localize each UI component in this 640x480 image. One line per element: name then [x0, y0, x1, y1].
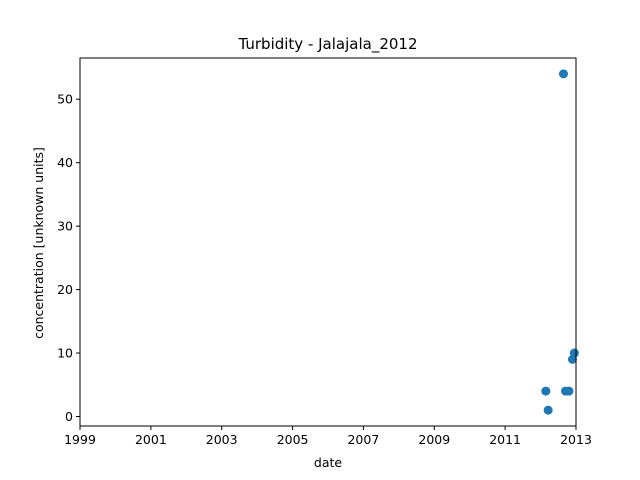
data-point — [569, 348, 579, 358]
y-tick-label: 20 — [57, 282, 73, 297]
x-tick-label: 2013 — [560, 432, 592, 447]
y-tick-label: 50 — [57, 92, 73, 107]
x-axis-title: date — [314, 455, 342, 470]
x-tick-label: 2003 — [206, 432, 238, 447]
y-tick-label: 40 — [57, 155, 73, 170]
data-point — [558, 69, 568, 79]
axes: 1999 2001 2003 2005 2007 2009 2011 2013 0 10 20 30 4… — [57, 57, 592, 447]
data-point — [541, 386, 551, 396]
x-tick-label: 1999 — [64, 432, 96, 447]
y-tick-label: 30 — [57, 219, 73, 234]
x-tick-label: 2005 — [277, 432, 309, 447]
y-tick-label: 10 — [57, 346, 73, 361]
chart-title: Turbidity - Jalajala_2012 — [237, 35, 417, 54]
x-tick-label: 2007 — [347, 432, 379, 447]
y-axis-title: concentration [unknown units] — [31, 147, 46, 339]
plot-frame — [79, 57, 577, 427]
x-tick-label: 2001 — [135, 432, 167, 447]
x-tick-label: 2011 — [489, 432, 521, 447]
x-tick-label: 2009 — [418, 432, 450, 447]
plot-area — [541, 69, 579, 415]
data-point — [543, 405, 553, 415]
y-tick-label: 0 — [65, 409, 73, 424]
data-point — [564, 386, 574, 396]
